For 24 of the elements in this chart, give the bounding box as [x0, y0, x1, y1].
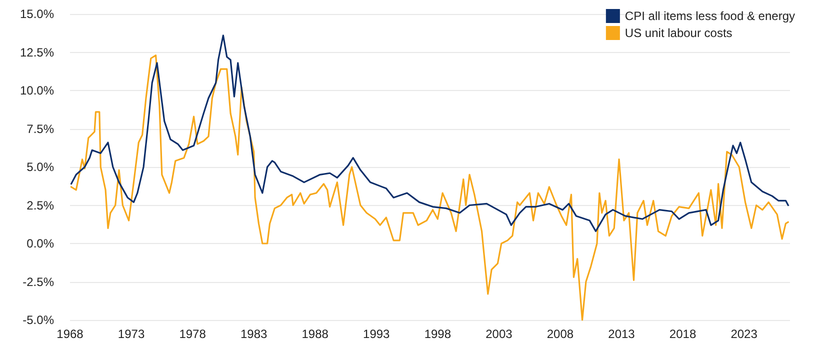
legend-label: CPI all items less food & energy — [624, 9, 796, 23]
y-tick-label: 12.5% — [20, 45, 54, 60]
x-tick-label: 1993 — [363, 327, 390, 341]
x-tick-label: 2023 — [730, 327, 758, 341]
y-tick-label: -2.5% — [22, 274, 54, 289]
x-tick-label: 1978 — [179, 327, 206, 341]
y-tick-label: -5.0% — [22, 313, 54, 327]
x-tick-label: 1968 — [56, 327, 84, 341]
y-tick-label: 0.0% — [26, 236, 54, 250]
x-tick-label: 2008 — [546, 327, 574, 341]
x-tick-label: 1988 — [302, 327, 329, 341]
y-tick-label: 5.0% — [26, 160, 54, 174]
legend-label: US unit labour costs — [624, 26, 732, 40]
x-tick-label: 2013 — [608, 327, 636, 341]
line-series — [70, 54, 789, 321]
y-tick-label: 10.0% — [20, 84, 54, 98]
x-tick-label: 2018 — [669, 327, 696, 341]
x-tick-label: 1998 — [424, 327, 452, 341]
x-tick-label: 1983 — [240, 327, 268, 341]
y-tick-label: 2.5% — [26, 198, 54, 212]
y-tick-label: 15.0% — [20, 7, 54, 21]
x-tick-label: 2003 — [486, 327, 513, 341]
y-tick-label: 7.5% — [26, 122, 54, 136]
x-tick-label: 1973 — [118, 327, 145, 341]
